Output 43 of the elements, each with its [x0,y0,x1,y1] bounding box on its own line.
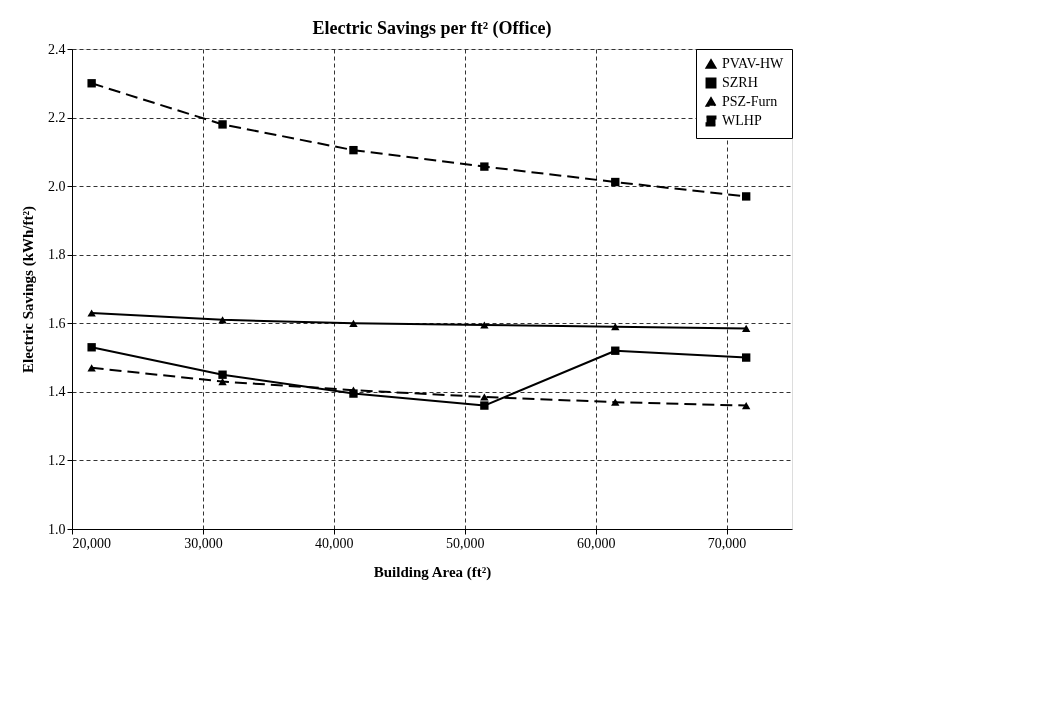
y-tick-label: 2.0 [48,178,66,194]
point [218,370,227,379]
chart-title: Electric Savings per ft² (Office) [312,18,552,39]
legend-label: WLHP [722,113,762,128]
point [87,364,96,372]
x-tick-label: 40,000 [315,535,354,551]
y-tick-label: 1.8 [48,247,66,263]
point [742,353,751,362]
point [218,120,227,129]
point [611,177,620,187]
point [349,319,358,327]
point [742,192,751,201]
y-tick-label: 1.2 [48,452,66,468]
x-tick-label: 50,000 [445,535,485,551]
y-tick-label: 2.4 [48,41,66,57]
x-tick-label: 20,000 [72,535,111,551]
point [218,377,227,386]
x-axis-title: Building Area (ft²) [373,563,492,581]
point [742,401,751,410]
point [87,79,96,88]
point [611,346,620,355]
x-tick-label: 70,000 [707,535,747,551]
x-tick-label: 30,000 [184,535,223,551]
point [480,162,489,171]
point [87,343,96,352]
point [611,398,620,406]
y-axis-title: Electric Savings (kWh/ft²) [20,206,37,373]
legend-label: SZRH [722,75,758,90]
point [611,323,620,331]
point [218,316,227,324]
legend-label: PSZ-Furn [722,94,778,109]
y-tick-label: 1.4 [48,384,66,400]
point [87,309,96,317]
y-tick-label: 2.2 [48,110,66,126]
point [480,393,489,401]
point [480,321,489,329]
x-tick-label: 60,000 [576,535,616,551]
y-tick-label: 1.0 [48,521,66,537]
y-tick-label: 1.6 [48,315,66,331]
point [742,324,751,333]
legend-label: PVAV-HW [722,56,784,71]
point [349,145,358,155]
point [480,401,489,410]
